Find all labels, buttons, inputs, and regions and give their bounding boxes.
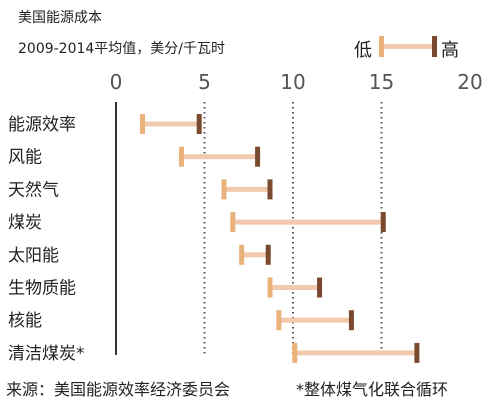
category-label: 清洁煤炭*	[8, 344, 85, 364]
category-label: 太阳能	[8, 246, 59, 266]
x-tick-label: 20	[457, 70, 482, 94]
range-bar	[294, 350, 417, 356]
footnote: *整体煤气化联合循环	[296, 380, 449, 399]
range-bar	[223, 186, 270, 192]
high-marker	[380, 212, 386, 233]
low-marker	[178, 146, 184, 167]
x-tick-label: 5	[198, 70, 211, 94]
high-marker	[317, 277, 323, 298]
high-marker	[414, 342, 420, 363]
low-marker	[221, 179, 227, 200]
range-bar	[241, 252, 269, 258]
low-marker	[140, 114, 146, 134]
range-bar	[142, 121, 200, 127]
high-marker	[267, 179, 273, 200]
category-label: 煤炭	[8, 213, 42, 233]
legend-high-marker	[432, 36, 437, 57]
x-tick-label: 0	[110, 70, 123, 94]
source-note: 来源：美国能源效率经济委员会	[6, 380, 231, 399]
category-label: 风能	[8, 148, 42, 168]
range-bar	[232, 219, 384, 225]
legend-low-label: 低	[354, 40, 372, 61]
legend-low-marker	[379, 36, 384, 57]
low-marker	[276, 310, 282, 331]
high-marker	[196, 114, 202, 134]
low-marker	[267, 277, 273, 298]
x-tick-label: 15	[369, 70, 394, 94]
category-label: 天然气	[8, 180, 59, 200]
category-label: 能源效率	[8, 115, 76, 135]
range-bar	[269, 285, 320, 290]
chart-subtitle: 2009-2014平均值，美分/千瓦时	[18, 41, 226, 57]
legend-range-bar	[382, 44, 435, 49]
low-marker	[292, 342, 298, 363]
legend-high-label: 高	[441, 40, 459, 61]
range-bar	[278, 317, 352, 323]
category-label: 生物质能	[8, 279, 76, 299]
high-marker	[255, 146, 261, 167]
high-marker	[348, 310, 354, 331]
chart-title: 美国能源成本	[18, 10, 102, 26]
high-marker	[265, 244, 271, 265]
legend-sample	[379, 36, 437, 57]
low-marker	[239, 244, 245, 265]
low-marker	[230, 212, 236, 233]
x-tick-label: 10	[280, 70, 305, 94]
category-label: 核能	[8, 311, 42, 331]
range-bar	[181, 154, 258, 160]
